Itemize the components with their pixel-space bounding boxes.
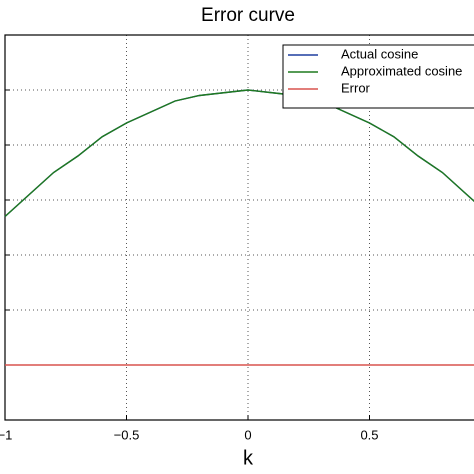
legend-label: Actual cosine [341,46,418,61]
x-tick-label: −1 [0,427,12,442]
plot-frame [4,34,474,421]
chart-title: Error curve [201,5,295,26]
x-tick-label: 0.5 [360,427,378,442]
legend: Actual cosine Approximated cosine Error [282,44,474,109]
series-line [4,89,474,218]
legend-label: Error [341,80,371,95]
legend-label: Approximated cosine [341,63,462,78]
x-tick-label: 0 [244,427,251,442]
series-line [4,89,474,218]
x-axis-label: k [243,447,254,469]
x-tick-label: −0.5 [114,427,140,442]
